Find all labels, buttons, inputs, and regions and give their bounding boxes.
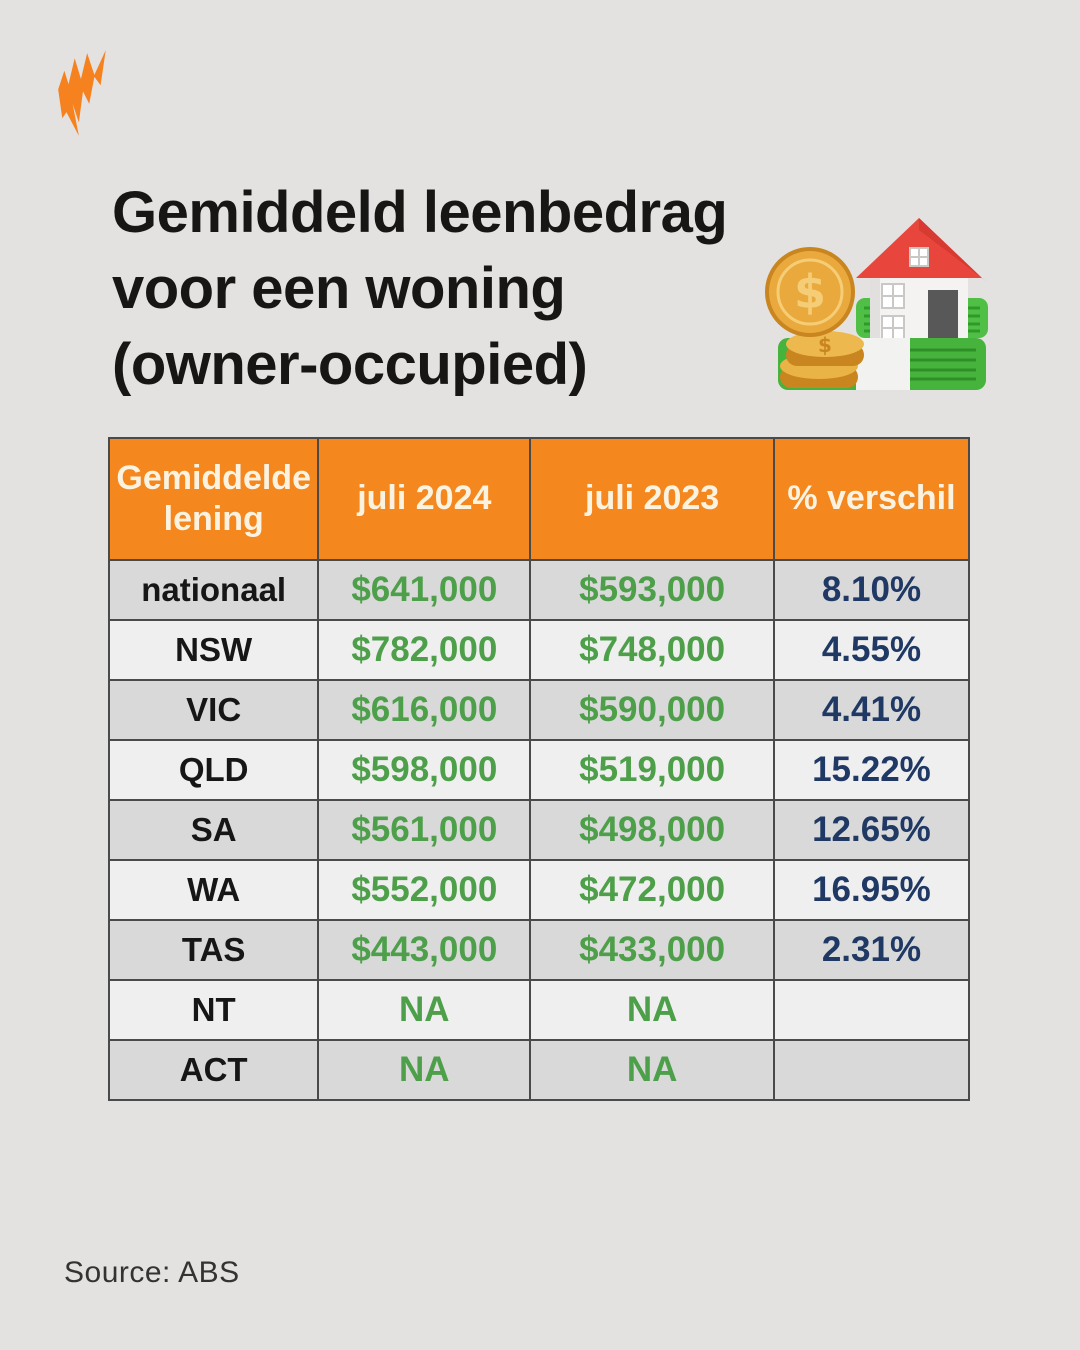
loan-2024-cell: $561,000 [319,801,532,859]
row-label-cell: WA [110,861,320,919]
loan-2023-cell: $498,000 [531,801,775,859]
row-label-cell: NSW [110,621,320,679]
loan-2023-cell: $472,000 [531,861,775,919]
percent-change-cell: 15.22% [812,750,931,789]
header-cell-jul2023: juli 2023 [531,439,775,559]
loan-2023-cell: $593,000 [531,561,775,619]
loan-2023-cell: $519,000 [531,741,775,799]
header-cell-label: Gemiddelde lening [110,439,320,559]
row-label-cell: ACT [110,1041,320,1099]
house-icon [856,218,990,346]
svg-text:$: $ [818,333,832,357]
percent-change-cell: 8.10% [821,570,922,609]
row-label-cell: SA [110,801,320,859]
percent-change-cell: 16.95% [812,870,931,909]
loan-2024-cell: $641,000 [319,561,532,619]
title-line-1: Gemiddeld leenbedrag [112,179,728,245]
svg-text:$: $ [794,265,826,319]
loan-2024-cell: $782,000 [319,621,532,679]
house-money-illustration: $ $ [765,218,990,390]
table-row-nsw: NSW $782,000 $748,000 4.55% [110,619,968,679]
row-label-cell: TAS [110,921,320,979]
table-header-row: Gemiddelde lening juli 2024 juli 2023 % … [110,439,968,559]
loan-2023-cell: NA [531,1041,775,1099]
table-row-nt: NT NA NA [110,979,968,1039]
title-line-3: (owner-occupied) [112,331,588,397]
row-label-cell: VIC [110,681,320,739]
percent-change-cell [775,1041,968,1099]
table-row-sa: SA $561,000 $498,000 12.65% [110,799,968,859]
row-label-cell: NT [110,981,320,1039]
percent-change-cell: 4.55% [821,630,922,669]
loan-2024-cell: $598,000 [319,741,532,799]
percent-change-cell: 12.65% [812,810,931,849]
percent-change-cell: 4.41% [821,690,922,729]
loan-2024-cell: $616,000 [319,681,532,739]
coin-stack-icon: $ [780,331,864,388]
loan-2024-cell: $443,000 [319,921,532,979]
loan-2024-cell: $552,000 [319,861,532,919]
gold-coin-icon: $ [765,247,855,337]
row-label-cell: nationaal [110,561,320,619]
loan-2023-cell: $590,000 [531,681,775,739]
percent-change-cell: 2.31% [821,930,922,969]
loan-table: Gemiddelde lening juli 2024 juli 2023 % … [108,437,970,1101]
loan-2024-cell: NA [319,1041,532,1099]
header-cell-jul2024: juli 2024 [319,439,532,559]
loan-2023-cell: $433,000 [531,921,775,979]
page-title: Gemiddeld leenbedrag voor een woning (ow… [112,175,832,403]
header-cell-verschil: % verschil [787,479,956,518]
table-row-tas: TAS $443,000 $433,000 2.31% [110,919,968,979]
table-row-qld: QLD $598,000 $519,000 15.22% [110,739,968,799]
table-row-act: ACT NA NA [110,1039,968,1099]
loan-2023-cell: NA [531,981,775,1039]
table-row-vic: VIC $616,000 $590,000 4.41% [110,679,968,739]
table-row-wa: WA $552,000 $472,000 16.95% [110,859,968,919]
title-line-2: voor een woning [112,255,566,321]
percent-change-cell [775,981,968,1039]
sbs-logo-icon [58,50,106,136]
source-attribution: Source: ABS [64,1256,240,1289]
row-label-cell: QLD [110,741,320,799]
loan-2023-cell: $748,000 [531,621,775,679]
loan-2024-cell: NA [319,981,532,1039]
table-row-nationaal: nationaal $641,000 $593,000 8.10% [110,559,968,619]
